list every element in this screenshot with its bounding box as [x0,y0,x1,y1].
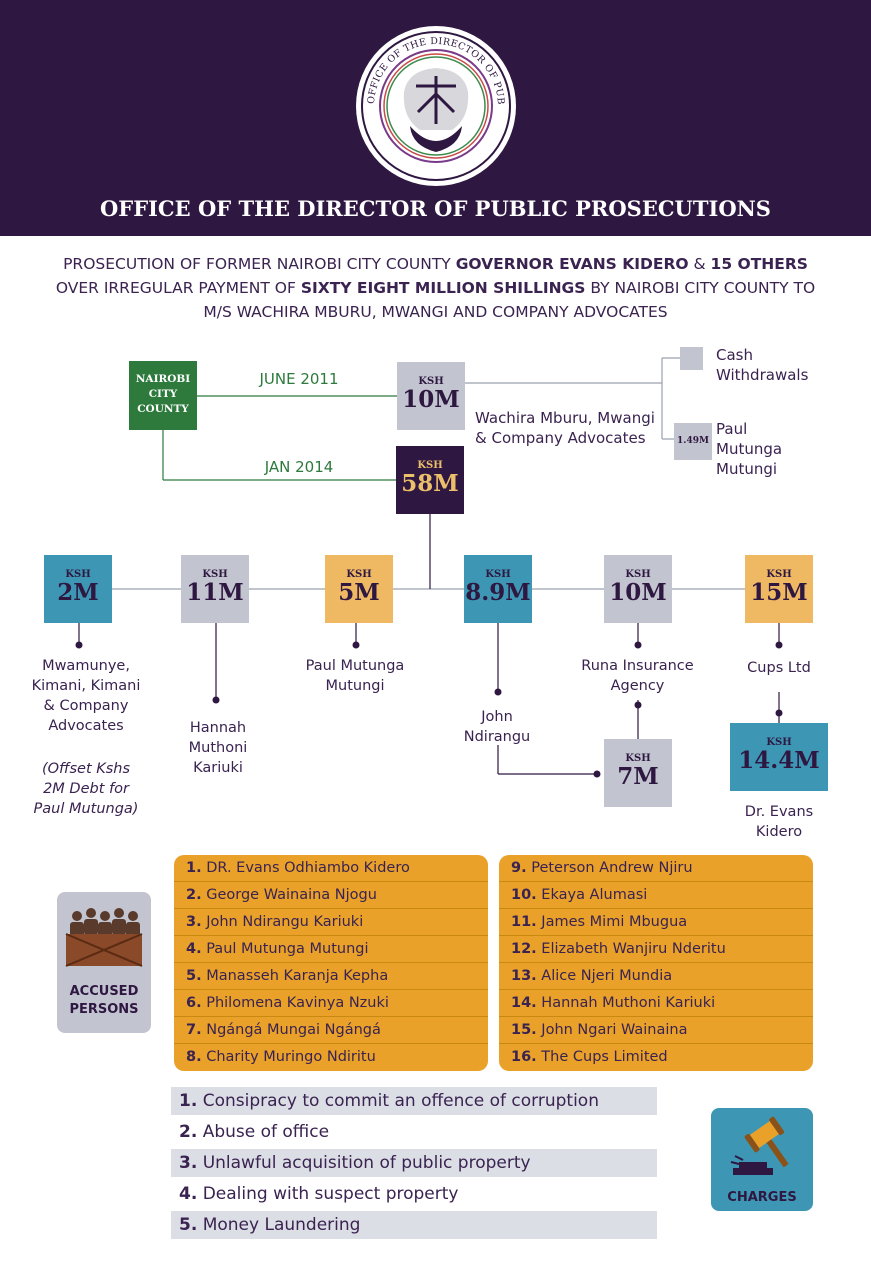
payment-7m-box: KSH 7M [604,739,672,807]
recipient-cups: Cups Ltd [747,660,811,676]
payment-box: KSH 2M [44,555,112,623]
accused-list-left: 1. DR. Evans Odhiambo Kidero 2. George W… [174,855,488,1071]
list-item: 16. The Cups Limited [511,1049,668,1065]
list-item: 10. Ekaya Alumasi [499,882,813,909]
date-jan-2014: JAN 2014 [264,458,334,476]
source-node: NAIROBI CITY COUNTY [129,361,197,430]
seal-emblem-icon: OFFICE OF THE DIRECTOR OF PUBLIC PROSECU… [352,18,511,181]
list-item: 8. Charity Muringo Ndiritu [186,1049,376,1065]
page-title: OFFICE OF THE DIRECTOR OF PUBLIC PROSECU… [100,196,771,221]
accused-persons-label: ACCUSED PERSONS [69,984,139,1017]
recipient-runa: Runa Insurance Agency [581,658,694,694]
list-item: 4. Paul Mutunga Mutungi [174,936,488,963]
charge-item: 5. Money Laundering [171,1211,657,1239]
gavel-icon [730,1116,789,1175]
recipient-mwamunye: Mwamunye, Kimani, Kimani & Company Advoc… [31,658,141,734]
list-item: 15. John Ngari Wainaina [499,1017,813,1044]
charges-label: CHARGES [727,1190,797,1205]
charges-badge: CHARGES [711,1108,813,1211]
payment-58m-box: KSH 58M [396,446,464,514]
list-item: 11. James Mimi Mbugua [499,909,813,936]
list-item: 6. Philomena Kavinya Nzuki [174,990,488,1017]
list-item: 9. Peterson Andrew Njiru [499,855,813,882]
list-item: 2. George Wainaina Njogu [174,882,488,909]
cash-withdrawals-label: Cash Withdrawals [716,346,809,384]
cash-square-icon [680,347,703,370]
recipient-kidero: Dr. Evans Kidero [744,804,814,840]
recipient-john: John Ndirangu [463,709,531,745]
offset-note: (Offset Kshs 2M Debt for Paul Mutunga) [33,761,139,817]
charge-item: 4. Dealing with suspect property [179,1184,459,1204]
recipient-label: Wachira Mburu, Mwangi & Company Advocate… [475,409,655,447]
date-june-2011: JUNE 2011 [259,370,339,388]
recipient-hannah: Hannah Muthoni Kariuki [188,720,248,776]
payment-box: KSH 5M [325,555,393,623]
charge-item: 3. Unlawful acquisition of public proper… [171,1149,657,1177]
payment-box: KSH 8.9M [464,555,532,623]
intro-text: PROSECUTION OF FORMER NAIROBI CITY COUNT… [55,255,816,321]
charge-item: 2. Abuse of office [179,1122,330,1142]
charge-item: 1. Consipracy to commit an offence of co… [171,1087,657,1115]
payment-box: KSH 10M [604,555,672,623]
odpp-seal-logo: OFFICE OF THE DIRECTOR OF PUBLIC PROSECU… [352,18,516,186]
list-item: 5. Manasseh Karanja Kepha [174,963,488,990]
accused-persons-icon [65,908,143,967]
recipient-paul: Paul Mutunga Mutungi [305,658,405,694]
paul-top-label: Paul Mutunga Mutungi [716,420,783,478]
payment-10m-box: KSH 10M [397,362,465,430]
header-banner: OFFICE OF THE DIRECTOR OF PUBLIC PROSECU… [0,0,871,236]
list-item: 7. Ngángá Mungai Ngángá [174,1017,488,1044]
accused-persons-badge: ACCUSED PERSONS [57,892,151,1033]
list-item: 3. John Ndirangu Kariuki [174,909,488,936]
payment-box: KSH 15M [745,555,813,623]
accused-list-right: 9. Peterson Andrew Njiru 10. Ekaya Aluma… [499,855,813,1071]
list-item: 13. Alice Njeri Mundia [499,963,813,990]
payment-14-4m-box: KSH 14.4M [730,723,828,791]
payment-1-49m-box: 1.49M [674,423,712,460]
list-item: 12. Elizabeth Wanjiru Nderitu [499,936,813,963]
list-item: 14. Hannah Muthoni Kariuki [499,990,813,1017]
list-item: 1. DR. Evans Odhiambo Kidero [174,855,488,882]
payment-box: KSH 11M [181,555,249,623]
